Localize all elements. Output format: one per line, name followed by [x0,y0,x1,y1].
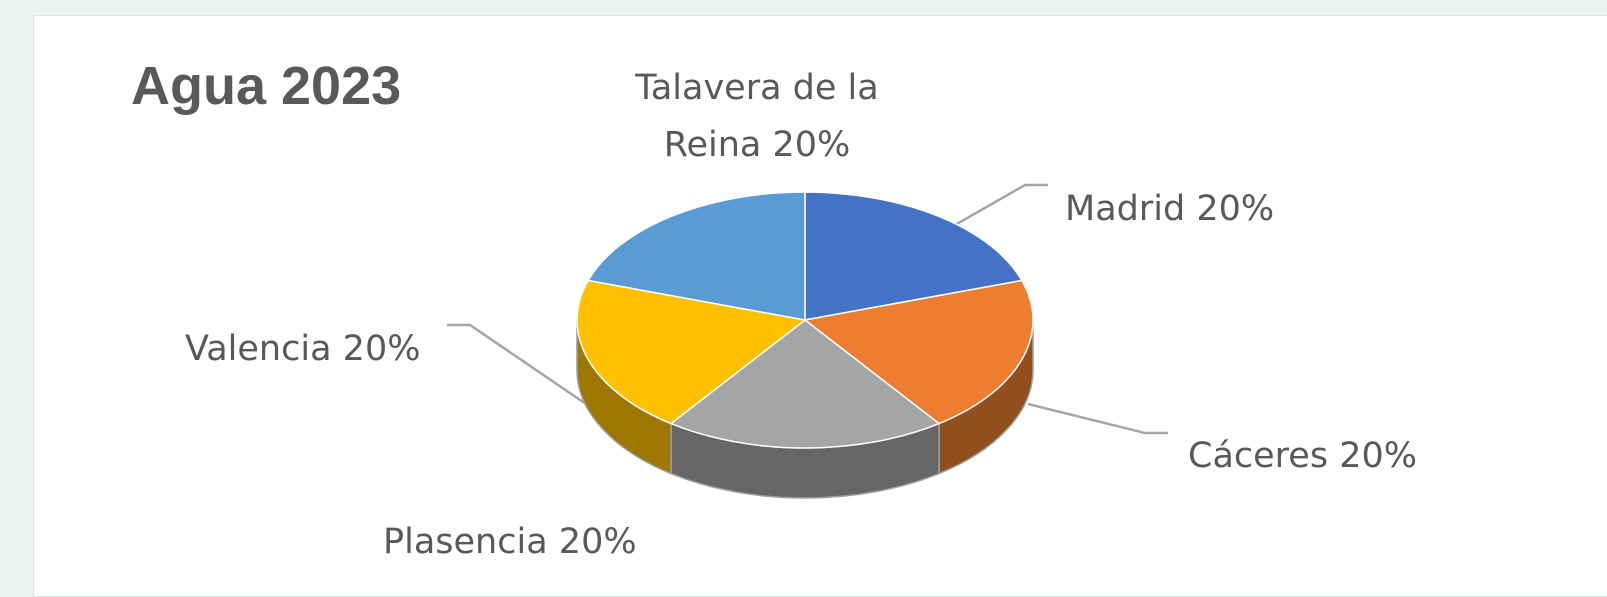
slice [804,191,1024,321]
data-label: Cáceres 20% [1188,428,1417,485]
leader-line [1027,402,1168,435]
slice [576,279,807,425]
label-value: 20% [1196,189,1275,229]
slice [669,319,941,449]
label-category: Plasencia [383,522,548,562]
label-value: 20% [558,522,637,562]
slice [586,191,806,321]
label-value: 20% [772,125,851,165]
label-category: Madrid [1065,189,1186,229]
data-label: Talavera de la Reina 20% [617,60,897,174]
label-category: Cáceres [1188,436,1329,476]
chart-title: Agua 2023 [131,56,402,116]
label-value: 20% [1339,436,1417,476]
data-label: Plasencia 20% [383,514,637,571]
slice [803,279,1034,425]
leader-line [447,323,587,406]
label-category: Valencia [185,329,332,369]
pie [576,191,1034,499]
data-label: Valencia 20% [185,321,420,378]
label-value: 20% [342,329,421,369]
data-label: Madrid 20% [1065,181,1274,238]
label-category: Talavera de la Reina [635,68,879,165]
